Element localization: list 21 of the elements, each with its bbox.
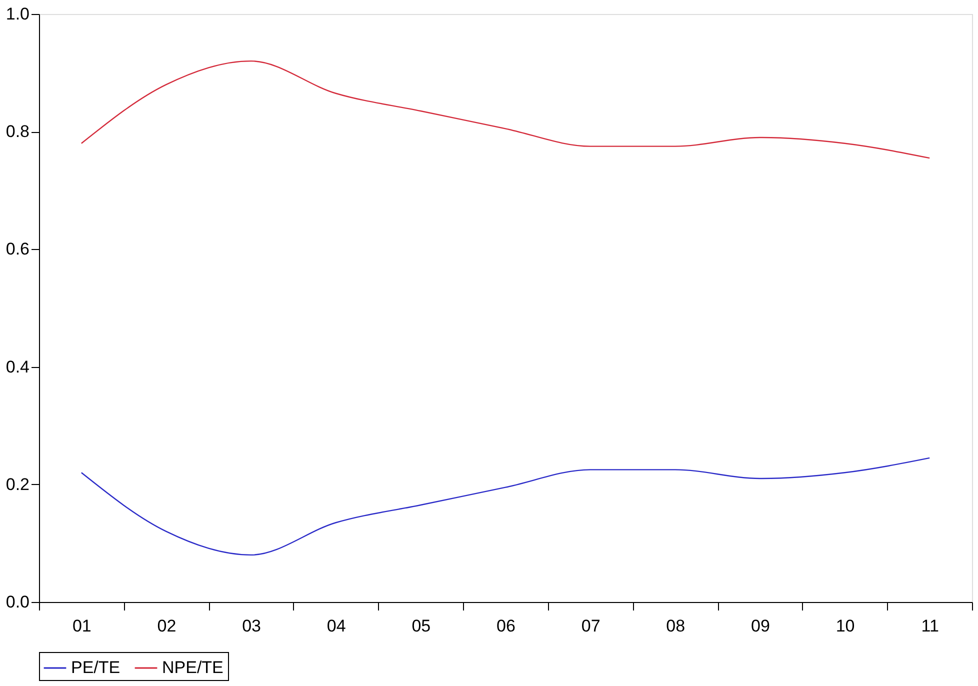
- legend-label: NPE/TE: [162, 658, 224, 677]
- y-tick-label: 0.8: [6, 122, 30, 142]
- y-tick-label: 0.0: [6, 592, 30, 612]
- x-tick-label: 08: [666, 616, 686, 636]
- y-tick-label: 0.4: [6, 357, 30, 376]
- y-tick-label: 0.6: [6, 240, 30, 259]
- y-tick-label: 1.0: [6, 4, 30, 24]
- x-tick-label: 11: [921, 616, 939, 636]
- line-series: [80, 457, 930, 556]
- x-tick-label: 10: [836, 616, 855, 636]
- x-tick-label: 07: [581, 616, 600, 636]
- x-tick-label: 09: [750, 616, 770, 636]
- x-tick-label: 03: [242, 616, 262, 636]
- x-tick-label: 02: [157, 616, 176, 636]
- x-tick-label: 05: [412, 616, 431, 636]
- line-series: [80, 60, 930, 159]
- legend-label: PE/TE: [71, 658, 120, 677]
- x-tick-label: 01: [72, 616, 92, 636]
- x-tick-label: 06: [496, 616, 516, 636]
- y-tick-label: 0.2: [6, 474, 30, 494]
- x-tick-label: 04: [326, 616, 346, 636]
